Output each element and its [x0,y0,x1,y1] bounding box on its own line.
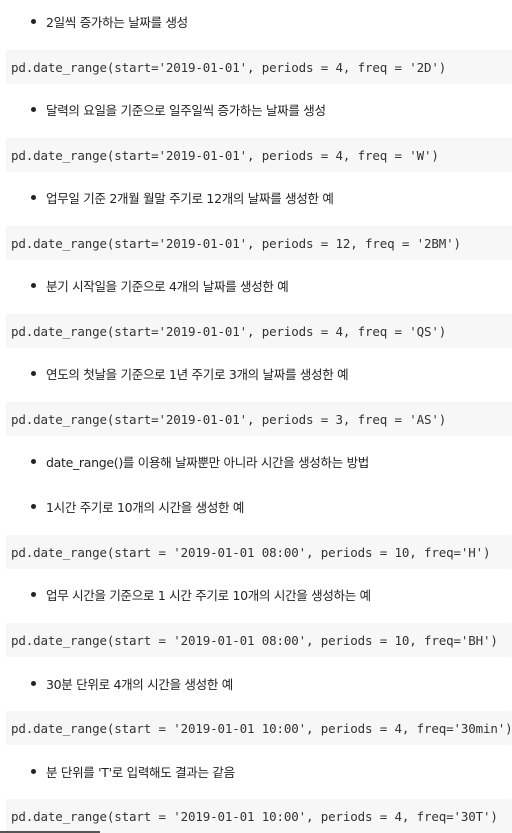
bullet-dot [31,370,36,376]
bullet-dot [31,106,36,112]
code-block: pd.date_range(start = '2019-01-01 08:00'… [6,535,512,569]
list-item: 달력의 요일을 기준으로 일주일씩 증가하는 날짜를 생성 [0,97,512,121]
code-block: pd.date_range(start='2019-01-01', period… [6,402,512,436]
bullet-text: 업무 시간을 기준으로 1 시간 주기로 10개의 시간을 생성하는 예 [46,587,371,603]
list-item: 2일씩 증가하는 날짜를 생성 [0,9,512,33]
bullet-dot [31,768,36,774]
code-block: pd.date_range(start = '2019-01-01 10:00'… [6,711,512,745]
bullet-text: 1시간 주기로 10개의 시간을 생성한 예 [46,499,245,515]
bullet-dot [31,458,36,464]
list-item: 연도의 첫날을 기준으로 1년 주기로 3개의 날짜를 생성한 예 [0,361,512,385]
bullet-text: 분 단위를 'T'로 입력해도 결과는 같음 [46,764,235,780]
bullet-text: 달력의 요일을 기준으로 일주일씩 증가하는 날짜를 생성 [46,102,326,118]
list-item: 1시간 주기로 10개의 시간을 생성한 예 [0,494,512,518]
bullet-text: 업무일 기준 2개월 월말 주기로 12개의 날짜를 생성한 예 [46,190,334,206]
list-item: 분기 시작일을 기준으로 4개의 날짜를 생성한 예 [0,273,512,297]
bullet-text: 30분 단위로 4개의 시간을 생성한 예 [46,676,233,692]
code-block: pd.date_range(start='2019-01-01', period… [6,50,512,84]
bullet-dot [31,503,36,509]
bullet-text: 2일씩 증가하는 날짜를 생성 [46,14,188,30]
list-item: 업무 시간을 기준으로 1 시간 주기로 10개의 시간을 생성하는 예 [0,582,512,606]
bullet-text: date_range()를 이용해 날짜뿐만 아니라 시간을 생성하는 방법 [46,454,369,470]
code-block: pd.date_range(start = '2019-01-01 08:00'… [6,623,512,657]
bullet-dot [31,680,36,686]
bullet-text: 분기 시작일을 기준으로 4개의 날짜를 생성한 예 [46,278,289,294]
code-block: pd.date_range(start = '2019-01-01 10:00'… [6,799,512,833]
code-block: pd.date_range(start='2019-01-01', period… [6,138,512,172]
list-item: 30분 단위로 4개의 시간을 생성한 예 [0,671,512,695]
list-item: 업무일 기준 2개월 월말 주기로 12개의 날짜를 생성한 예 [0,185,512,209]
list-item: date_range()를 이용해 날짜뿐만 아니라 시간을 생성하는 방법 [0,449,512,473]
divider [0,831,100,833]
bullet-dot [31,18,36,24]
bullet-dot [31,591,36,597]
list-item: 분 단위를 'T'로 입력해도 결과는 같음 [0,759,512,783]
bullet-dot [31,194,36,200]
bullet-dot [31,282,36,288]
code-block: pd.date_range(start='2019-01-01', period… [6,314,512,348]
code-block: pd.date_range(start='2019-01-01', period… [6,226,512,260]
bullet-text: 연도의 첫날을 기준으로 1년 주기로 3개의 날짜를 생성한 예 [46,366,349,382]
